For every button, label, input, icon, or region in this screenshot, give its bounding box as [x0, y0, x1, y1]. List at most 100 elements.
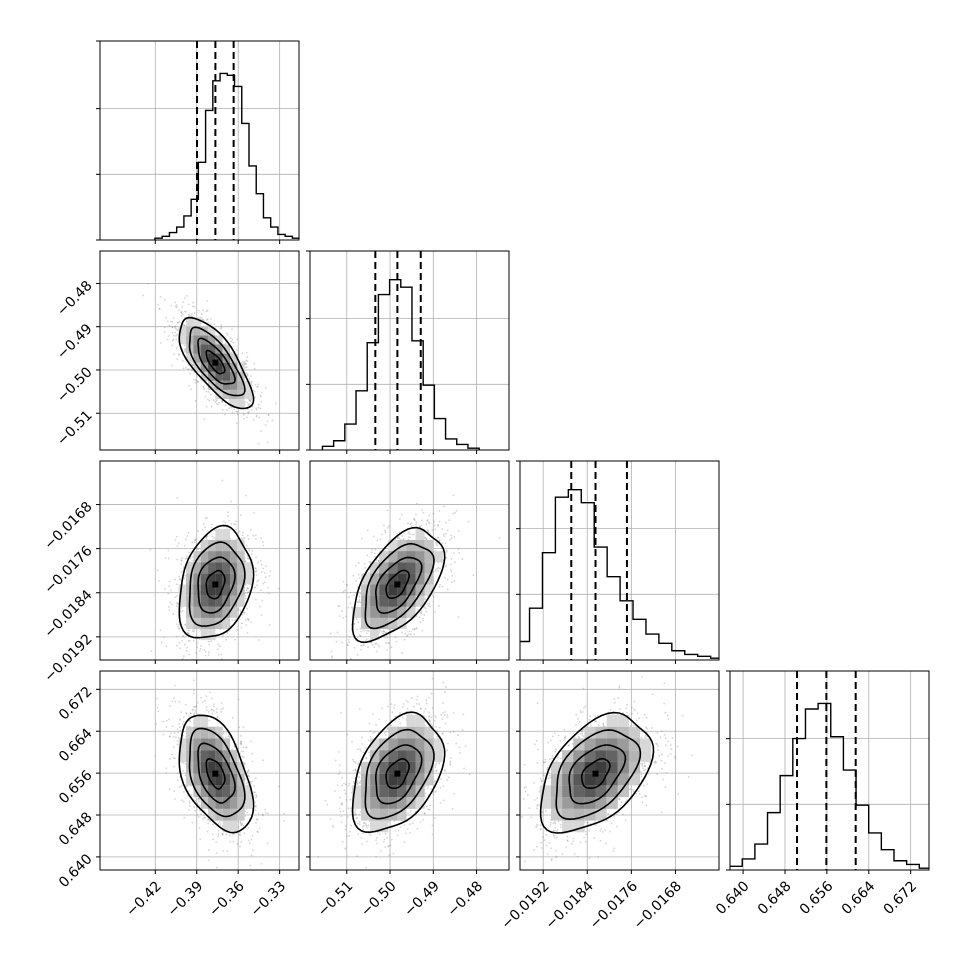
- sample-point: [226, 334, 229, 336]
- sample-point: [185, 713, 188, 715]
- sample-point: [219, 645, 221, 648]
- sample-point: [254, 567, 257, 570]
- sample-point: [371, 643, 374, 646]
- sample-point: [195, 380, 198, 382]
- sample-point: [163, 636, 166, 639]
- sample-point: [234, 619, 237, 622]
- density-cell: [406, 595, 416, 607]
- sample-point: [245, 544, 248, 547]
- panel-3-0: −0.42 −0.39 −0.36 −0.330.6400.6480.6560.664…: [56, 670, 300, 920]
- sample-point: [208, 859, 210, 862]
- sample-point: [244, 595, 247, 598]
- sample-point: [202, 318, 204, 321]
- density-cell: [200, 606, 209, 618]
- sample-point: [207, 640, 210, 643]
- sample-point: [377, 560, 380, 562]
- sample-point: [236, 410, 239, 413]
- sample-point: [205, 310, 208, 313]
- sample-point: [382, 630, 385, 633]
- sample-point: [177, 353, 180, 356]
- sample-point: [174, 331, 177, 334]
- sample-point: [156, 569, 159, 572]
- sample-point: [453, 580, 456, 583]
- sample-point: [368, 560, 371, 563]
- sample-point: [221, 401, 224, 404]
- sample-point: [364, 566, 367, 569]
- sample-point: [183, 577, 186, 579]
- panel-1-1: [306, 250, 510, 454]
- sample-point: [214, 401, 217, 403]
- sample-point: [368, 630, 370, 633]
- sample-point: [263, 581, 266, 584]
- sample-point: [415, 513, 417, 516]
- sample-point: [434, 541, 437, 544]
- sample-point: [278, 587, 280, 590]
- sample-point: [228, 407, 230, 410]
- sample-point: [253, 367, 256, 370]
- sample-point: [250, 553, 253, 555]
- sample-point: [388, 642, 391, 645]
- sample-point: [255, 805, 257, 808]
- sample-point: [171, 725, 174, 728]
- sample-point: [190, 315, 193, 318]
- sample-point: [174, 305, 177, 308]
- sample-point: [157, 579, 160, 582]
- sample-point: [228, 519, 230, 522]
- contour-level-0: [205, 569, 226, 600]
- sample-point: [242, 531, 245, 534]
- density-cell: [379, 584, 389, 596]
- sample-point: [241, 534, 244, 537]
- panel-frame: [309, 250, 510, 451]
- sample-point: [240, 750, 243, 753]
- sample-point: [175, 635, 178, 638]
- sample-point: [216, 716, 219, 719]
- sample-point: [227, 665, 229, 667]
- sample-point: [182, 790, 185, 793]
- density-cell: [370, 617, 380, 630]
- sample-point: [164, 587, 167, 590]
- density-cell: [193, 595, 201, 607]
- density-cell: [397, 573, 407, 585]
- density-cell: [388, 551, 398, 563]
- sample-point: [236, 628, 239, 631]
- sample-point: [247, 618, 250, 621]
- sample-point: [380, 533, 383, 536]
- sample-point: [226, 667, 228, 669]
- sample-point: [415, 523, 418, 526]
- density-cell: [215, 344, 223, 354]
- sample-point: [186, 555, 189, 558]
- sample-point: [362, 643, 364, 645]
- sample-point: [388, 633, 391, 636]
- sample-point: [360, 648, 363, 651]
- sample-point: [168, 788, 171, 791]
- grid-lines: [100, 251, 299, 450]
- sample-point: [408, 533, 411, 535]
- density-cell: [215, 606, 223, 618]
- density-cell: [215, 335, 223, 345]
- sample-point: [256, 584, 258, 587]
- sample-point: [349, 658, 352, 660]
- sample-point: [231, 338, 234, 341]
- sample-point: [181, 609, 184, 612]
- sample-point: [252, 534, 255, 537]
- sample-point: [261, 599, 263, 602]
- sample-point: [205, 405, 208, 408]
- density-cell: [370, 595, 380, 607]
- sample-point: [183, 623, 186, 626]
- sample-point: [180, 560, 183, 562]
- sample-point: [347, 638, 350, 641]
- sample-point: [205, 536, 207, 539]
- sample-point: [197, 530, 200, 532]
- sample-point: [230, 500, 232, 503]
- sample-point: [188, 551, 190, 554]
- sample-point: [260, 401, 263, 403]
- sample-point: [256, 580, 259, 583]
- density-cell: [193, 562, 201, 574]
- sample-point: [434, 570, 437, 573]
- sample-point: [239, 609, 242, 612]
- sample-point: [252, 418, 255, 421]
- sample-point: [204, 396, 207, 398]
- sample-point: [235, 520, 237, 523]
- sample-point: [330, 656, 333, 659]
- sample-point: [225, 638, 227, 641]
